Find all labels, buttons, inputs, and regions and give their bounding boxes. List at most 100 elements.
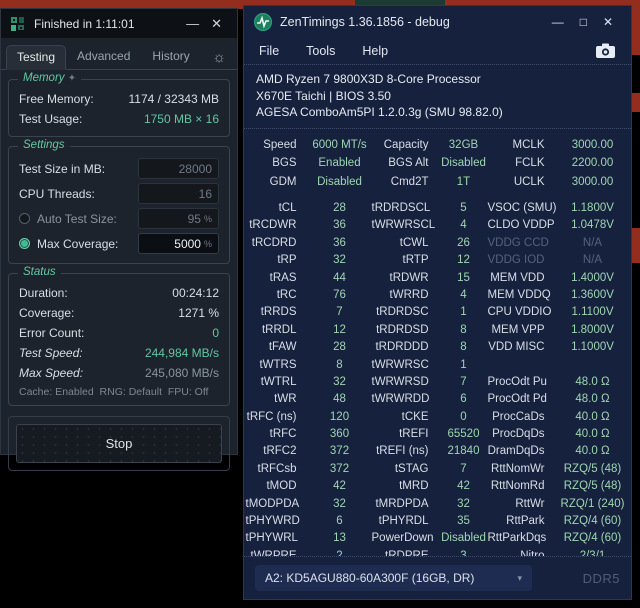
stop-button[interactable]: Stop xyxy=(16,424,222,463)
timing-label: tRDWR xyxy=(389,271,429,284)
status-group-title: Status xyxy=(18,266,61,278)
test-size-input[interactable]: 28000 xyxy=(138,158,219,179)
tab-testing[interactable]: Testing xyxy=(6,45,67,70)
timing-value: 65520 xyxy=(447,428,480,441)
timing-value: 1.1100V xyxy=(571,306,614,319)
timing-label: GDM xyxy=(269,175,297,188)
cpu-threads-value: 16 xyxy=(198,186,212,201)
background-window-sliver xyxy=(355,0,445,6)
timing-value: 6000 MT/s xyxy=(312,138,367,151)
timing-label: tWRWRSCL xyxy=(371,219,436,232)
timing-label: tRDRDSC xyxy=(376,306,429,319)
zt-close-button[interactable]: ✕ xyxy=(602,14,613,29)
max-speed-label: Max Speed: xyxy=(19,366,84,380)
timing-label xyxy=(488,357,556,374)
timing-value: 6 xyxy=(460,393,467,406)
timing-label: tPHYWRL xyxy=(245,532,298,545)
desktop-red-patch xyxy=(632,93,640,112)
menu-help[interactable]: Help xyxy=(362,43,389,58)
timing-label: tMODPDA xyxy=(245,497,300,510)
tab-history[interactable]: History xyxy=(152,49,190,63)
zt-maximize-button[interactable]: □ xyxy=(579,14,587,29)
timing-label: tCKE xyxy=(401,410,429,423)
max-coverage-radio[interactable] xyxy=(19,238,30,249)
dimm-dropdown[interactable]: A2: KD5AGU880-60A300F (16GB, DR) ▾ xyxy=(255,565,532,591)
test-speed-row: Test Speed: 244,984 MB/s xyxy=(19,343,219,363)
timing-label: tRAS xyxy=(269,271,297,284)
tm5-app-icon xyxy=(11,16,24,31)
test-speed-value: 244,984 MB/s xyxy=(144,346,219,360)
memory-type-label: DDR5 xyxy=(582,570,620,586)
zentimings-menubar: File Tools Help xyxy=(244,37,631,64)
timing-value: 120 xyxy=(329,410,350,423)
timing-value: Disabled xyxy=(441,532,486,545)
timing-label: MEM VPP xyxy=(491,323,545,336)
menu-file[interactable]: File xyxy=(259,43,280,58)
timing-value: 1T xyxy=(456,175,471,188)
auto-test-size-label: Auto Test Size: xyxy=(37,211,117,226)
timing-value: 48 xyxy=(333,393,346,406)
tm5-minimize-button[interactable]: — xyxy=(186,16,200,31)
timing-label: tRDRDSD xyxy=(376,323,429,336)
timing-label: tWRWRSD xyxy=(371,375,429,388)
timing-label: tWR xyxy=(274,393,297,406)
brightness-icon[interactable]: ☼ xyxy=(212,49,226,66)
agesa-version: AGESA ComboAm5PI 1.2.0.3g (SMU 98.82.0) xyxy=(256,105,503,119)
timing-value: Disabled xyxy=(441,157,486,169)
cpu-threads-input[interactable]: 16 xyxy=(138,183,219,204)
timing-value: 6 xyxy=(336,515,343,528)
timing-value: 36 xyxy=(333,219,346,232)
desktop-red-patch xyxy=(632,0,640,55)
memory-group: Memory ✦ Free Memory: 1174 / 32343 MB Te… xyxy=(8,72,230,137)
timing-value: 36 xyxy=(333,236,346,249)
cpu-threads-row: CPU Threads: 16 xyxy=(19,181,219,206)
tm5-close-button[interactable]: ✕ xyxy=(211,16,222,31)
timing-label: tRFC xyxy=(269,428,297,441)
zt-minimize-button[interactable]: — xyxy=(551,14,564,29)
timing-value: 360 xyxy=(329,428,350,441)
test-usage-value: 1750 MB × 16 xyxy=(143,112,219,126)
test-size-value: 28000 xyxy=(178,161,212,176)
screenshot-camera-button[interactable] xyxy=(595,43,616,59)
timing-value: 2/3/1 xyxy=(579,549,606,556)
timing-label: VSOC (SMU) xyxy=(487,202,557,214)
timing-label: ProcCaDs xyxy=(492,410,545,423)
test-usage-row: Test Usage: 1750 MB × 16 xyxy=(19,109,219,129)
timing-label: tWRRD xyxy=(389,288,429,301)
auto-test-size-input[interactable]: 95 % xyxy=(138,208,219,229)
timing-label: tPHYRDL xyxy=(378,515,429,528)
timing-value: 2200.00 xyxy=(571,157,614,169)
timing-label: tREFI xyxy=(399,428,429,441)
max-coverage-label: Max Coverage: xyxy=(37,236,119,251)
coverage-row: Coverage: 1271 % xyxy=(19,303,219,323)
timing-label: VDD MISC xyxy=(488,341,545,354)
timing-value: 3 xyxy=(460,549,467,556)
zentimings-window-title: ZenTimings 1.36.1856 - debug xyxy=(280,14,450,29)
timing-value: 3000.00 xyxy=(571,138,614,151)
auto-test-size-radio[interactable] xyxy=(19,213,30,224)
timing-label: tRDPRE xyxy=(385,549,429,556)
timing-label: FCLK xyxy=(515,157,545,169)
timing-label: MCLK xyxy=(512,138,545,151)
menu-tools[interactable]: Tools xyxy=(306,43,336,58)
timing-label: tMRD xyxy=(399,480,429,493)
max-coverage-input[interactable]: 5000 % xyxy=(138,233,219,254)
zentimings-titlebar: ZenTimings 1.36.1856 - debug — □ ✕ xyxy=(244,6,631,37)
timing-value: 32 xyxy=(333,375,346,388)
desktop-red-patch xyxy=(632,228,640,263)
max-speed-value: 245,080 MB/s xyxy=(144,366,219,380)
timing-value: 1.4000V xyxy=(571,271,614,284)
timing-value: N/A xyxy=(582,236,603,249)
auto-test-size-row: Auto Test Size: 95 % xyxy=(19,206,219,231)
timing-label: tREFI (ns) xyxy=(376,445,429,458)
duration-row: Duration: 00:24:12 xyxy=(19,283,219,303)
timing-label: ProcDqDs xyxy=(492,428,545,441)
timing-label: tMOD xyxy=(266,480,297,493)
tab-advanced[interactable]: Advanced xyxy=(77,49,131,63)
dimm-dropdown-value: A2: KD5AGU880-60A300F (16GB, DR) xyxy=(265,571,475,585)
timing-value: Disabled xyxy=(317,175,362,188)
timing-value: RZQ/4 (60) xyxy=(563,532,622,545)
timing-label: tCL xyxy=(278,202,297,214)
timing-value: 1 xyxy=(460,306,467,319)
zentimings-window: ZenTimings 1.36.1856 - debug — □ ✕ File … xyxy=(243,5,632,600)
